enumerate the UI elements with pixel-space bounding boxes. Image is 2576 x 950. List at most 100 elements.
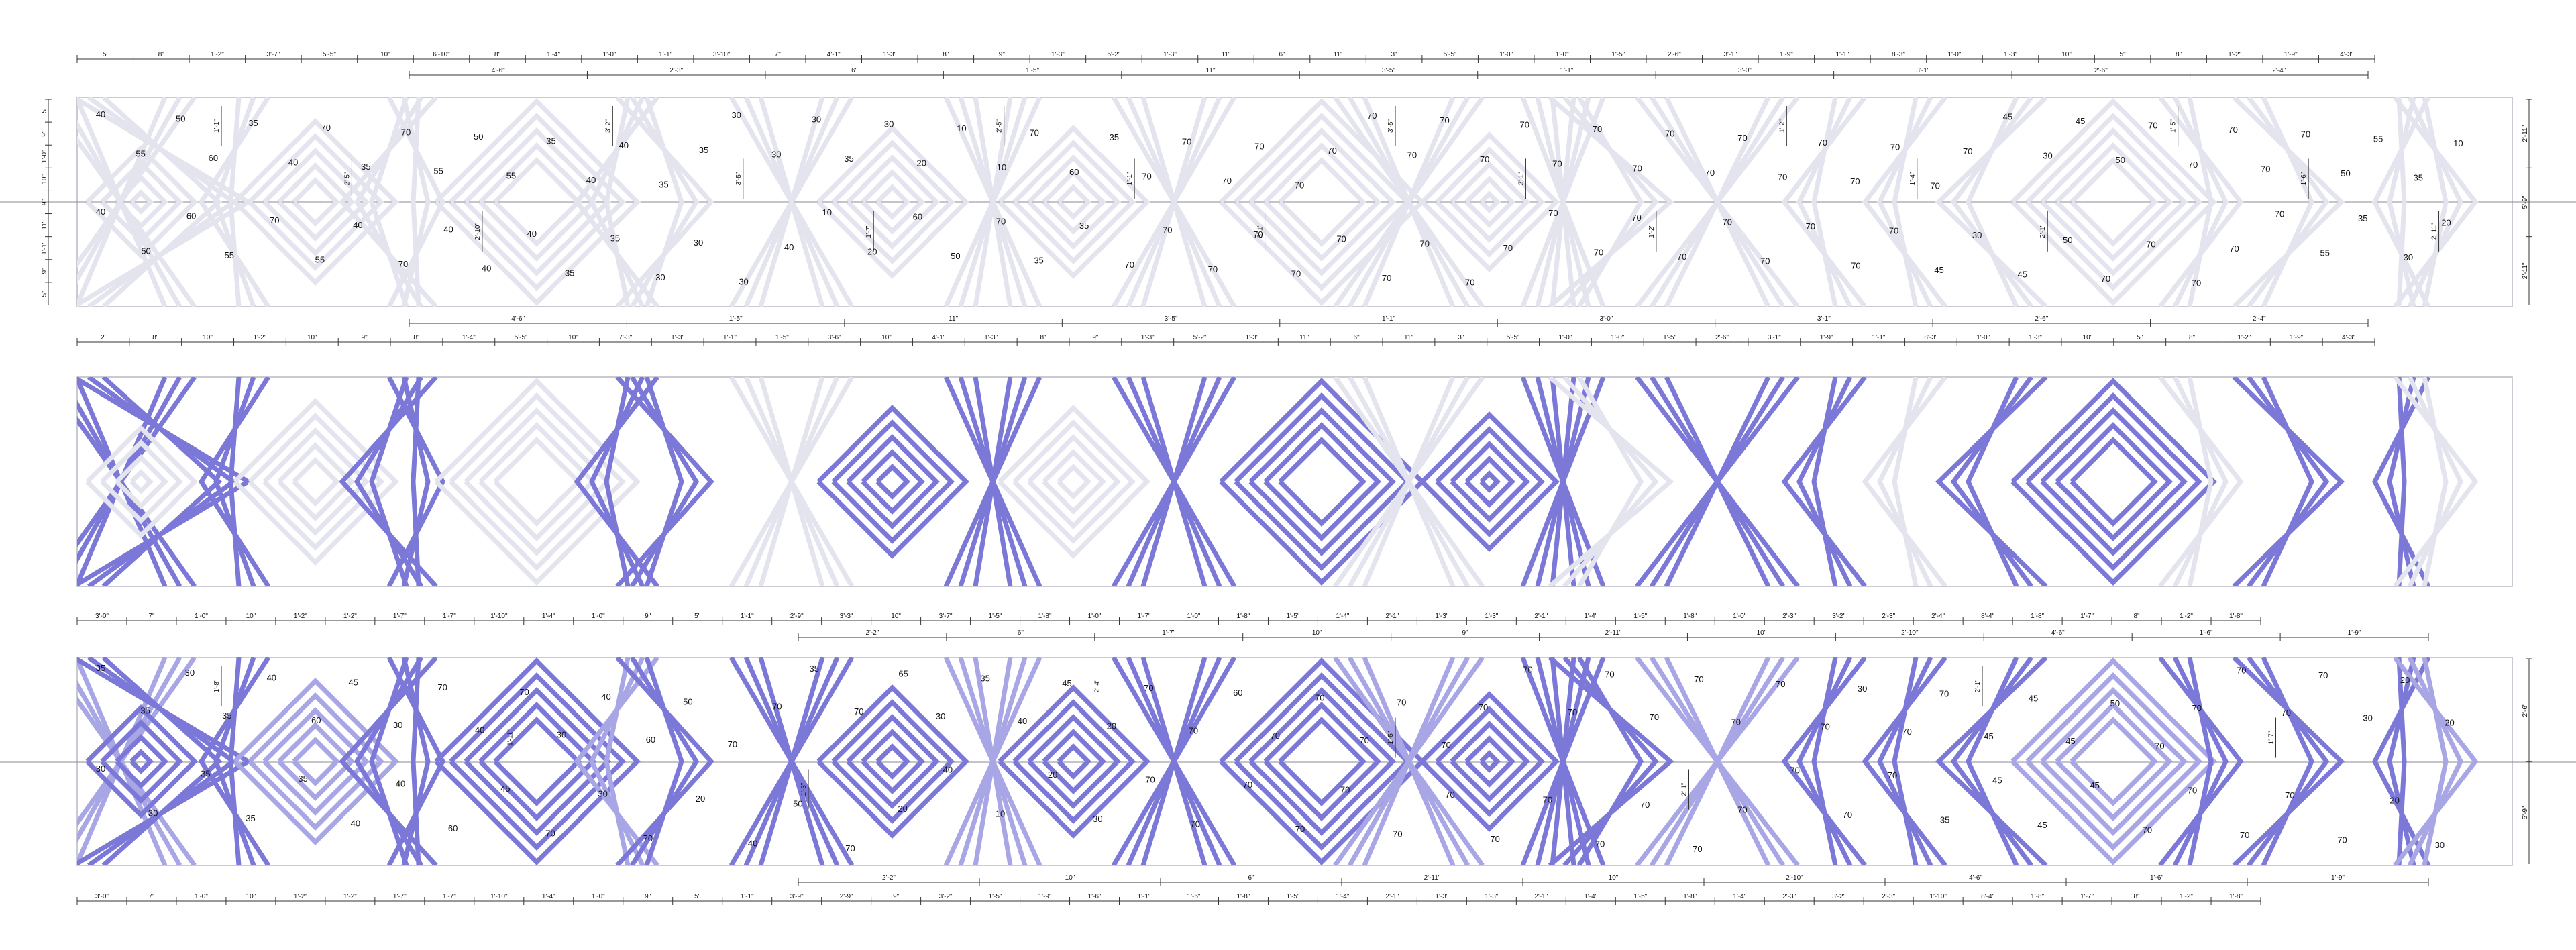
bottom-plan-stripe (77, 657, 253, 865)
top-plan-upper-angle-label: 40 (586, 175, 596, 185)
top-plan-bottom-dim-label: 8" (413, 334, 420, 341)
bottom-plan-upper-angle-label: 70 (1315, 692, 1324, 702)
bottom-plan-bottom-dim-label: 1'-1" (741, 893, 754, 900)
bottom-plan-lower-angle-label: 70 (1640, 800, 1650, 810)
overlay-plan-stripe (1548, 377, 1674, 586)
bottom-plan-lower-angle-label: 70 (1393, 829, 1402, 839)
bottom-plan-top-dim-label: 7" (148, 613, 155, 620)
top-plan-bottom-dim-label: 1'-5" (1663, 334, 1676, 341)
top-plan-stripe (1464, 176, 1515, 228)
bottom-plan-lower-angle-label: 70 (1737, 804, 1747, 814)
top-plan-top-dim-label: 4'-3" (2340, 51, 2353, 58)
bottom-plan-top-dim-label: 1'-1" (741, 613, 754, 620)
top-plan-bottom-dim-label: 7'-3" (619, 334, 632, 341)
bottom-plan-upper-angle-label: 40 (267, 672, 276, 682)
overlay-plan-stripe (875, 464, 910, 500)
top-plan-dimensions: 5' 8" 1'-2" 3'-7" 5'-5" 10" 6'-10" 8" 1'-4" 1'-0"… (41, 51, 2532, 346)
overlay-plan-stripe (831, 419, 955, 544)
top-plan-upper-angle-label: 70 (1890, 142, 1900, 152)
top-plan-bottom-inner-dim-label: 3'-5" (1165, 315, 1178, 323)
bottom-plan-top-dim-label: 10" (891, 613, 901, 620)
bottom-plan-top-dim-label: 1'-2" (343, 613, 357, 620)
top-plan-bottom-dim-label: 5'-2" (1193, 334, 1207, 341)
bottom-plan-bottom-dim-label: 1'-4" (1336, 893, 1349, 900)
top-plan-bottom-dim-label: 1'-3" (2029, 334, 2042, 341)
bottom-plan-stripe (1796, 657, 1853, 865)
top-plan-stripe (1550, 97, 1576, 307)
top-plan-upper-angle-label: 70 (1632, 163, 1642, 173)
top-plan-top-dim-label: 1'-0" (1499, 51, 1513, 58)
bottom-plan-bottom-dim-label: 1'-4" (1733, 893, 1746, 900)
bottom-plan-stripe (2172, 657, 2229, 865)
top-plan-upper-angle-label: 70 (1440, 115, 1449, 125)
top-plan-upper-angle-label: 55 (136, 148, 145, 158)
bottom-plan-lower-angle-label: 35 (1940, 814, 1949, 825)
top-plan-upper-angle-label: 70 (2301, 129, 2310, 140)
overlay-plan-stripe (1664, 377, 1771, 586)
overlay-plan-stripe (1950, 377, 2033, 586)
bottom-plan-top-inner-dim-label: 2'-2" (865, 629, 879, 637)
bottom-plan-stripe (2422, 657, 2449, 865)
overlay-plan-stripe (1450, 441, 1530, 523)
bottom-plan-top-dim-label: 2'-1" (1385, 613, 1399, 620)
bottom-plan-upper-angle-label: 70 (2318, 670, 2328, 680)
bottom-plan-bottom-dim-label: 1'-2" (2180, 893, 2193, 900)
bottom-plan-top-dim-label: 2'-9" (790, 613, 804, 620)
bottom-plan-top-dim-label: 1'-8" (2229, 613, 2243, 620)
bottom-plan-lower-angle-label: 35 (201, 769, 210, 779)
bottom-plan-dimensions: 3'-0" 7" 1'-0" 10" 1'-2" 1'-2" 1'-7" 1'-7" 1'-10… (76, 613, 2532, 905)
top-plan-stripe (1576, 97, 1644, 307)
top-plan-stripe (449, 113, 626, 291)
top-plan-top-inner-dim-label: 1'-5" (1026, 67, 1039, 74)
bottom-plan-stripe (1935, 657, 2048, 865)
bottom-plan-top-inner-dim-label: 9" (1462, 629, 1469, 637)
bottom-plan-stripe (1877, 657, 1933, 865)
top-plan-upper-angle-label: 70 (2261, 164, 2270, 174)
bottom-plan-stripe (1811, 657, 1838, 865)
bottom-plan-top-inner-dim-label: 1'-9" (2348, 629, 2361, 637)
bottom-plan-bottom-inner-dim-label: 4'-6" (1969, 874, 1982, 882)
overlay-plan-stripe (1012, 419, 1136, 544)
bottom-plan-stripe (228, 657, 241, 865)
top-plan-stripe (861, 169, 925, 235)
top-plan-stripe (1966, 97, 2019, 307)
top-plan-vdim-label: 2'-10" (474, 223, 482, 240)
bottom-plan-bottom-dim-label: 10" (246, 893, 256, 900)
top-plan-left-dim-label: 1'-0" (41, 150, 48, 163)
overlay-plan-stripe (615, 377, 714, 586)
top-plan-stripe (115, 174, 168, 229)
bottom-plan-bottom-dim-label: 8'-4" (1981, 893, 1994, 900)
top-plan-stripe (2232, 97, 2345, 307)
top-plan-vdim-label: 1'-2" (1778, 119, 1786, 133)
top-plan-upper-angle-label: 70 (1327, 146, 1336, 156)
top-plan-top-dim-label: 1'-0" (603, 51, 616, 58)
overlay-plan-stripe (574, 377, 659, 586)
top-plan-upper-angle-label: 30 (731, 110, 741, 120)
top-plan-upper-angle-label: 35 (659, 180, 668, 190)
overlay-plan-stripe (1278, 437, 1366, 527)
top-plan-upper-angle-label: 35 (546, 136, 555, 146)
top-plan-top-inner-dim-label: 2'-4" (2272, 67, 2286, 74)
bottom-plan-stripe (277, 722, 355, 801)
bottom-plan-stripe (1664, 657, 1771, 865)
top-plan-top-dim-label: 6" (1279, 51, 1285, 58)
bottom-plan-stripe (1892, 657, 1919, 865)
top-plan-bottom-inner-dim-label: 11" (949, 315, 958, 323)
top-plan-upper-angle-label: 40 (619, 140, 629, 150)
bottom-plan-lower-angle-label: 70 (1295, 824, 1305, 834)
top-plan-bottom-dim-label: 5'-5" (515, 334, 528, 341)
bottom-plan-top-dim-label: 2'-3" (1782, 613, 1796, 620)
bottom-plan-stripe (1550, 657, 1576, 865)
top-plan-bottom-dim-label: 1'-3" (1245, 334, 1258, 341)
overlay-plan-stripe (1435, 426, 1545, 537)
overlay-plan-stripe (1362, 377, 1456, 586)
overlay-plan-stripe (87, 377, 237, 586)
overlay-plan-stripe (1562, 377, 1659, 586)
bottom-plan-bottom-dim-label: 2'-1" (1534, 893, 1548, 900)
bottom-plan-upper-angle-label: 30 (2363, 712, 2372, 723)
bottom-plan-stripe (998, 684, 1150, 839)
overlay-plan-stripe (233, 398, 399, 566)
overlay-plan-stripe (213, 377, 256, 586)
top-plan-upper-angle-label: 30 (2043, 151, 2052, 161)
bottom-plan-upper-angle-label: 50 (2110, 698, 2120, 708)
